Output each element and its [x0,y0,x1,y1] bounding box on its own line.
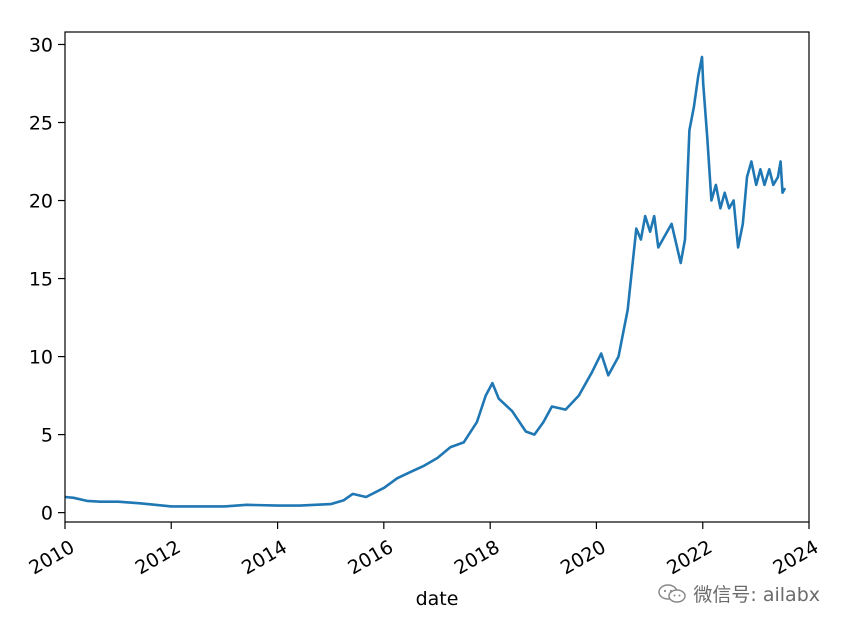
x-tick-label-0: 2010 [25,536,78,579]
y-tick-label-3: 15 [29,269,53,291]
y-tick-label-1: 5 [41,425,53,447]
y-tick-label-5: 25 [29,113,53,135]
plot-area [65,32,809,522]
x-tick-label-2: 2014 [238,536,291,579]
x-tick-label-3: 2016 [344,536,397,579]
x-tick-label-7: 2024 [769,536,822,579]
y-tick-label-0: 0 [41,503,53,525]
plot-frame [64,31,810,523]
x-tick-label-6: 2022 [663,536,716,579]
x-tick-label-4: 2018 [451,536,504,579]
y-axis: 0 5 10 15 20 25 30 [29,34,65,525]
x-axis: 2010 2012 2014 2016 2018 2020 2022 2024 [25,522,822,579]
x-tick-label-5: 2020 [557,536,610,579]
y-tick-label-2: 10 [29,347,53,369]
x-axis-label: date [416,588,459,610]
y-tick-label-4: 20 [29,191,53,213]
plot-content [65,55,787,508]
y-tick-label-6: 30 [29,34,53,56]
x-tick-label-1: 2012 [132,536,185,579]
series-line-0 [65,55,787,508]
watermark: 微信号: ailabx [657,580,820,607]
watermark-text: 微信号: ailabx [693,584,820,606]
wechat-icon [658,583,687,603]
